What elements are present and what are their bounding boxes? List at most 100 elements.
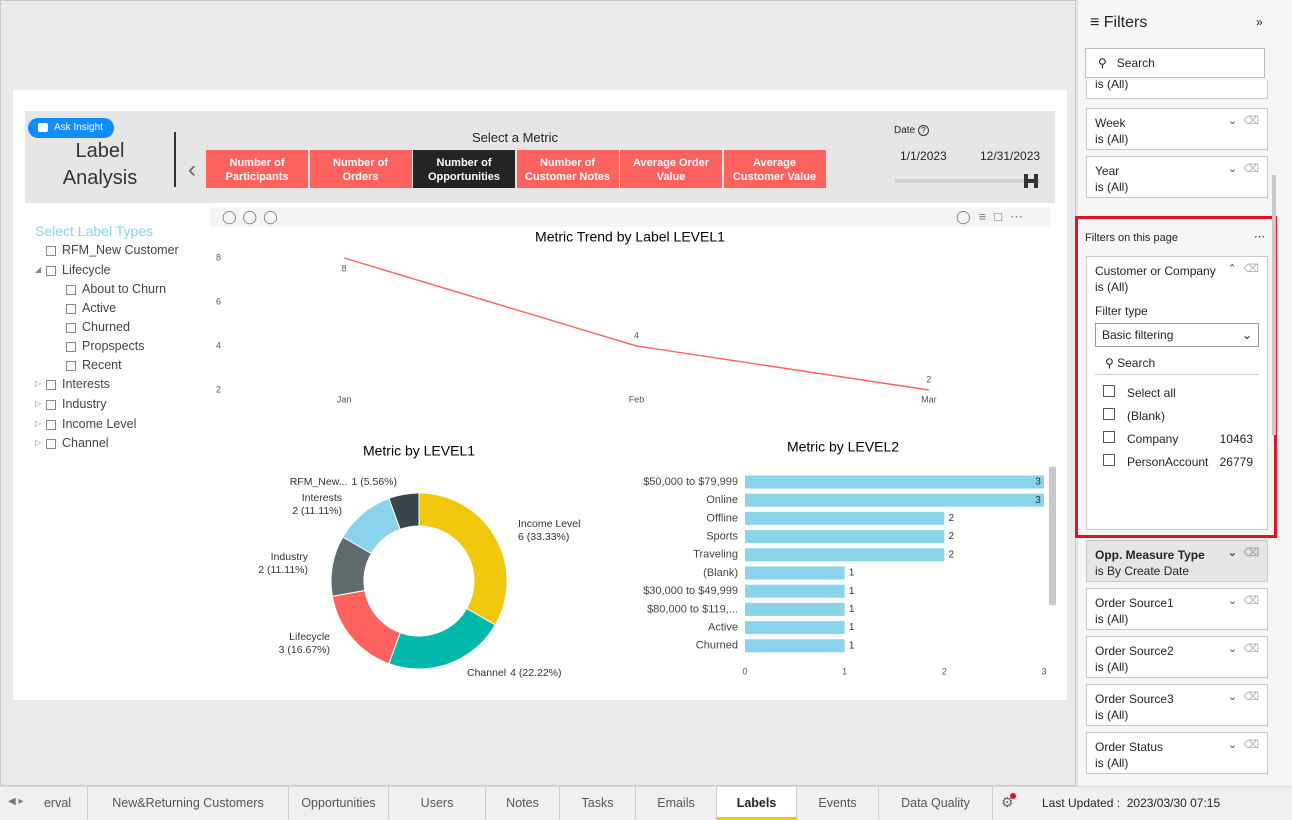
expander[interactable]: ▷ bbox=[35, 419, 42, 428]
tab-scroll[interactable]: ◀ ▸ bbox=[8, 796, 24, 807]
clear-filter[interactable]: ⌫ bbox=[1243, 595, 1259, 607]
expand-card[interactable]: ⌄ bbox=[1227, 595, 1237, 607]
filter-card[interactable]: is (All) bbox=[1086, 80, 1268, 99]
checkbox[interactable] bbox=[46, 380, 56, 390]
slider-handle[interactable] bbox=[1024, 174, 1038, 188]
expander[interactable]: ◢ bbox=[35, 265, 42, 274]
tab[interactable]: Labels bbox=[717, 787, 797, 820]
expander[interactable]: ▷ bbox=[35, 399, 42, 408]
tab[interactable]: Notes bbox=[486, 787, 560, 820]
filter-type-select[interactable]: Basic filtering ⌄ bbox=[1095, 323, 1259, 347]
expand-card[interactable]: ⌄ bbox=[1227, 163, 1237, 175]
slicer-item[interactable]: About to Churn bbox=[82, 282, 167, 296]
filter-option[interactable]: Select all bbox=[1095, 379, 1259, 402]
slice-name: Industry bbox=[271, 551, 309, 563]
clear-filter[interactable]: ⌫ bbox=[1243, 643, 1259, 655]
expand-card[interactable]: ⌄ bbox=[1227, 691, 1237, 703]
slicer-item[interactable]: Lifecycle bbox=[62, 263, 111, 277]
metric-button[interactable]: Number of Orders bbox=[309, 150, 412, 188]
x-tick-label: Jan bbox=[337, 394, 352, 404]
slicer-item[interactable]: Propspects bbox=[82, 339, 145, 353]
ask-insight-button[interactable]: Ask Insight bbox=[28, 118, 114, 138]
date-start[interactable]: 1/1/2023 bbox=[900, 149, 947, 163]
bar bbox=[745, 639, 845, 653]
checkbox[interactable] bbox=[66, 342, 76, 352]
drill-icons[interactable]: ◯◯◯ bbox=[222, 209, 284, 224]
slicer-item[interactable]: Channel bbox=[62, 436, 109, 450]
checkbox[interactable] bbox=[66, 304, 76, 314]
tab[interactable]: Opportunities bbox=[289, 787, 389, 820]
slice-value: 4 (22.22%) bbox=[510, 667, 561, 679]
checkbox[interactable] bbox=[46, 420, 56, 430]
donut-slice bbox=[388, 607, 496, 670]
expander[interactable]: ▷ bbox=[35, 379, 42, 388]
section-more[interactable]: ⋯ bbox=[1254, 231, 1265, 243]
collapse-pane[interactable]: » bbox=[1256, 15, 1263, 29]
checkbox[interactable] bbox=[46, 266, 56, 276]
tab[interactable]: Data Quality bbox=[879, 787, 993, 820]
expand-card[interactable]: ⌄ bbox=[1227, 739, 1237, 751]
metric-button[interactable]: Number of Customer Notes bbox=[516, 150, 619, 188]
date-end[interactable]: 12/31/2023 bbox=[980, 149, 1041, 163]
filter-card[interactable]: Year is (All) ⌄ ⌫ bbox=[1086, 156, 1268, 198]
slicer-item[interactable]: RFM_New Customer bbox=[62, 243, 179, 257]
checkbox[interactable] bbox=[46, 439, 56, 449]
metric-button[interactable]: Number of Participants bbox=[206, 150, 308, 188]
expand-card[interactable]: ⌄ bbox=[1227, 115, 1237, 127]
clear-filter[interactable]: ⌫ bbox=[1243, 115, 1259, 127]
slicer-item[interactable]: Churned bbox=[82, 320, 130, 334]
slicer-item[interactable]: Industry bbox=[62, 397, 107, 411]
expand-card[interactable]: ⌄ bbox=[1227, 643, 1237, 655]
checkbox[interactable] bbox=[46, 400, 56, 410]
visual-icons[interactable]: ◯≡□⋯ bbox=[956, 209, 1031, 224]
checkbox bbox=[1103, 408, 1115, 420]
tab[interactable]: Emails bbox=[636, 787, 717, 820]
collapse-card[interactable]: ⌃ bbox=[1227, 263, 1237, 275]
filter-option[interactable]: Company 10463 bbox=[1095, 425, 1259, 448]
option-search-text: Search bbox=[1117, 356, 1156, 370]
date-slider[interactable] bbox=[895, 179, 1040, 183]
metric-button[interactable]: Number of Opportunities bbox=[413, 150, 515, 188]
clear-filter[interactable]: ⌫ bbox=[1243, 547, 1259, 559]
option-search[interactable]: ⚲ Search bbox=[1095, 353, 1259, 375]
clear-filter[interactable]: ⌫ bbox=[1243, 691, 1259, 703]
tab[interactable]: Users bbox=[389, 787, 486, 820]
pane-scrollbar[interactable] bbox=[1272, 175, 1276, 435]
checkbox[interactable] bbox=[66, 285, 76, 295]
slicer-item[interactable]: Income Level bbox=[62, 417, 137, 431]
bar bbox=[745, 566, 845, 580]
filter-option[interactable]: (Blank) bbox=[1095, 402, 1259, 425]
prev-arrow[interactable]: ‹ bbox=[188, 156, 196, 183]
filter-search[interactable]: ⚲ Search bbox=[1085, 48, 1265, 78]
slice-label: Interests 2 (11.11%) bbox=[292, 492, 342, 517]
filter-option[interactable]: PersonAccount 26779 bbox=[1095, 448, 1259, 471]
tab[interactable]: Tasks bbox=[560, 787, 636, 820]
bar-scrollbar[interactable] bbox=[1049, 467, 1056, 605]
tab[interactable]: Events bbox=[797, 787, 879, 820]
data-label: 2 bbox=[949, 531, 955, 542]
filter-state: is (All) bbox=[1095, 708, 1129, 722]
tab[interactable]: erval bbox=[28, 787, 88, 820]
title-line: Analysis bbox=[62, 167, 138, 189]
expand-card[interactable]: ⌄ bbox=[1227, 547, 1237, 559]
filter-card[interactable]: Order Status is (All) ⌄ ⌫ bbox=[1086, 732, 1268, 774]
checkbox[interactable] bbox=[66, 323, 76, 333]
clear-filter[interactable]: ⌫ bbox=[1243, 739, 1259, 751]
data-label: 2 bbox=[949, 549, 955, 560]
filter-card[interactable]: Week is (All) ⌄ ⌫ bbox=[1086, 108, 1268, 150]
tab[interactable]: New&Returning Customers bbox=[88, 787, 289, 820]
clear-filter[interactable]: ⌫ bbox=[1243, 163, 1259, 175]
checkbox[interactable] bbox=[66, 361, 76, 371]
slicer-item[interactable]: Recent bbox=[82, 358, 122, 372]
metric-button[interactable]: Average Customer Value bbox=[723, 150, 826, 188]
filter-card[interactable]: Order Source3 is (All) ⌄ ⌫ bbox=[1086, 684, 1268, 726]
filter-card[interactable]: Opp. Measure Type is By Create Date ⌄ ⌫ bbox=[1086, 540, 1268, 582]
metric-button[interactable]: Average Order Value bbox=[620, 150, 722, 188]
checkbox[interactable] bbox=[46, 246, 56, 256]
filter-card[interactable]: Order Source2 is (All) ⌄ ⌫ bbox=[1086, 636, 1268, 678]
expander[interactable]: ▷ bbox=[35, 438, 42, 447]
clear-filter[interactable]: ⌫ bbox=[1243, 263, 1259, 275]
slicer-item[interactable]: Active bbox=[82, 301, 117, 315]
filter-card[interactable]: Order Source1 is (All) ⌄ ⌫ bbox=[1086, 588, 1268, 630]
slicer-item[interactable]: Interests bbox=[62, 377, 110, 391]
